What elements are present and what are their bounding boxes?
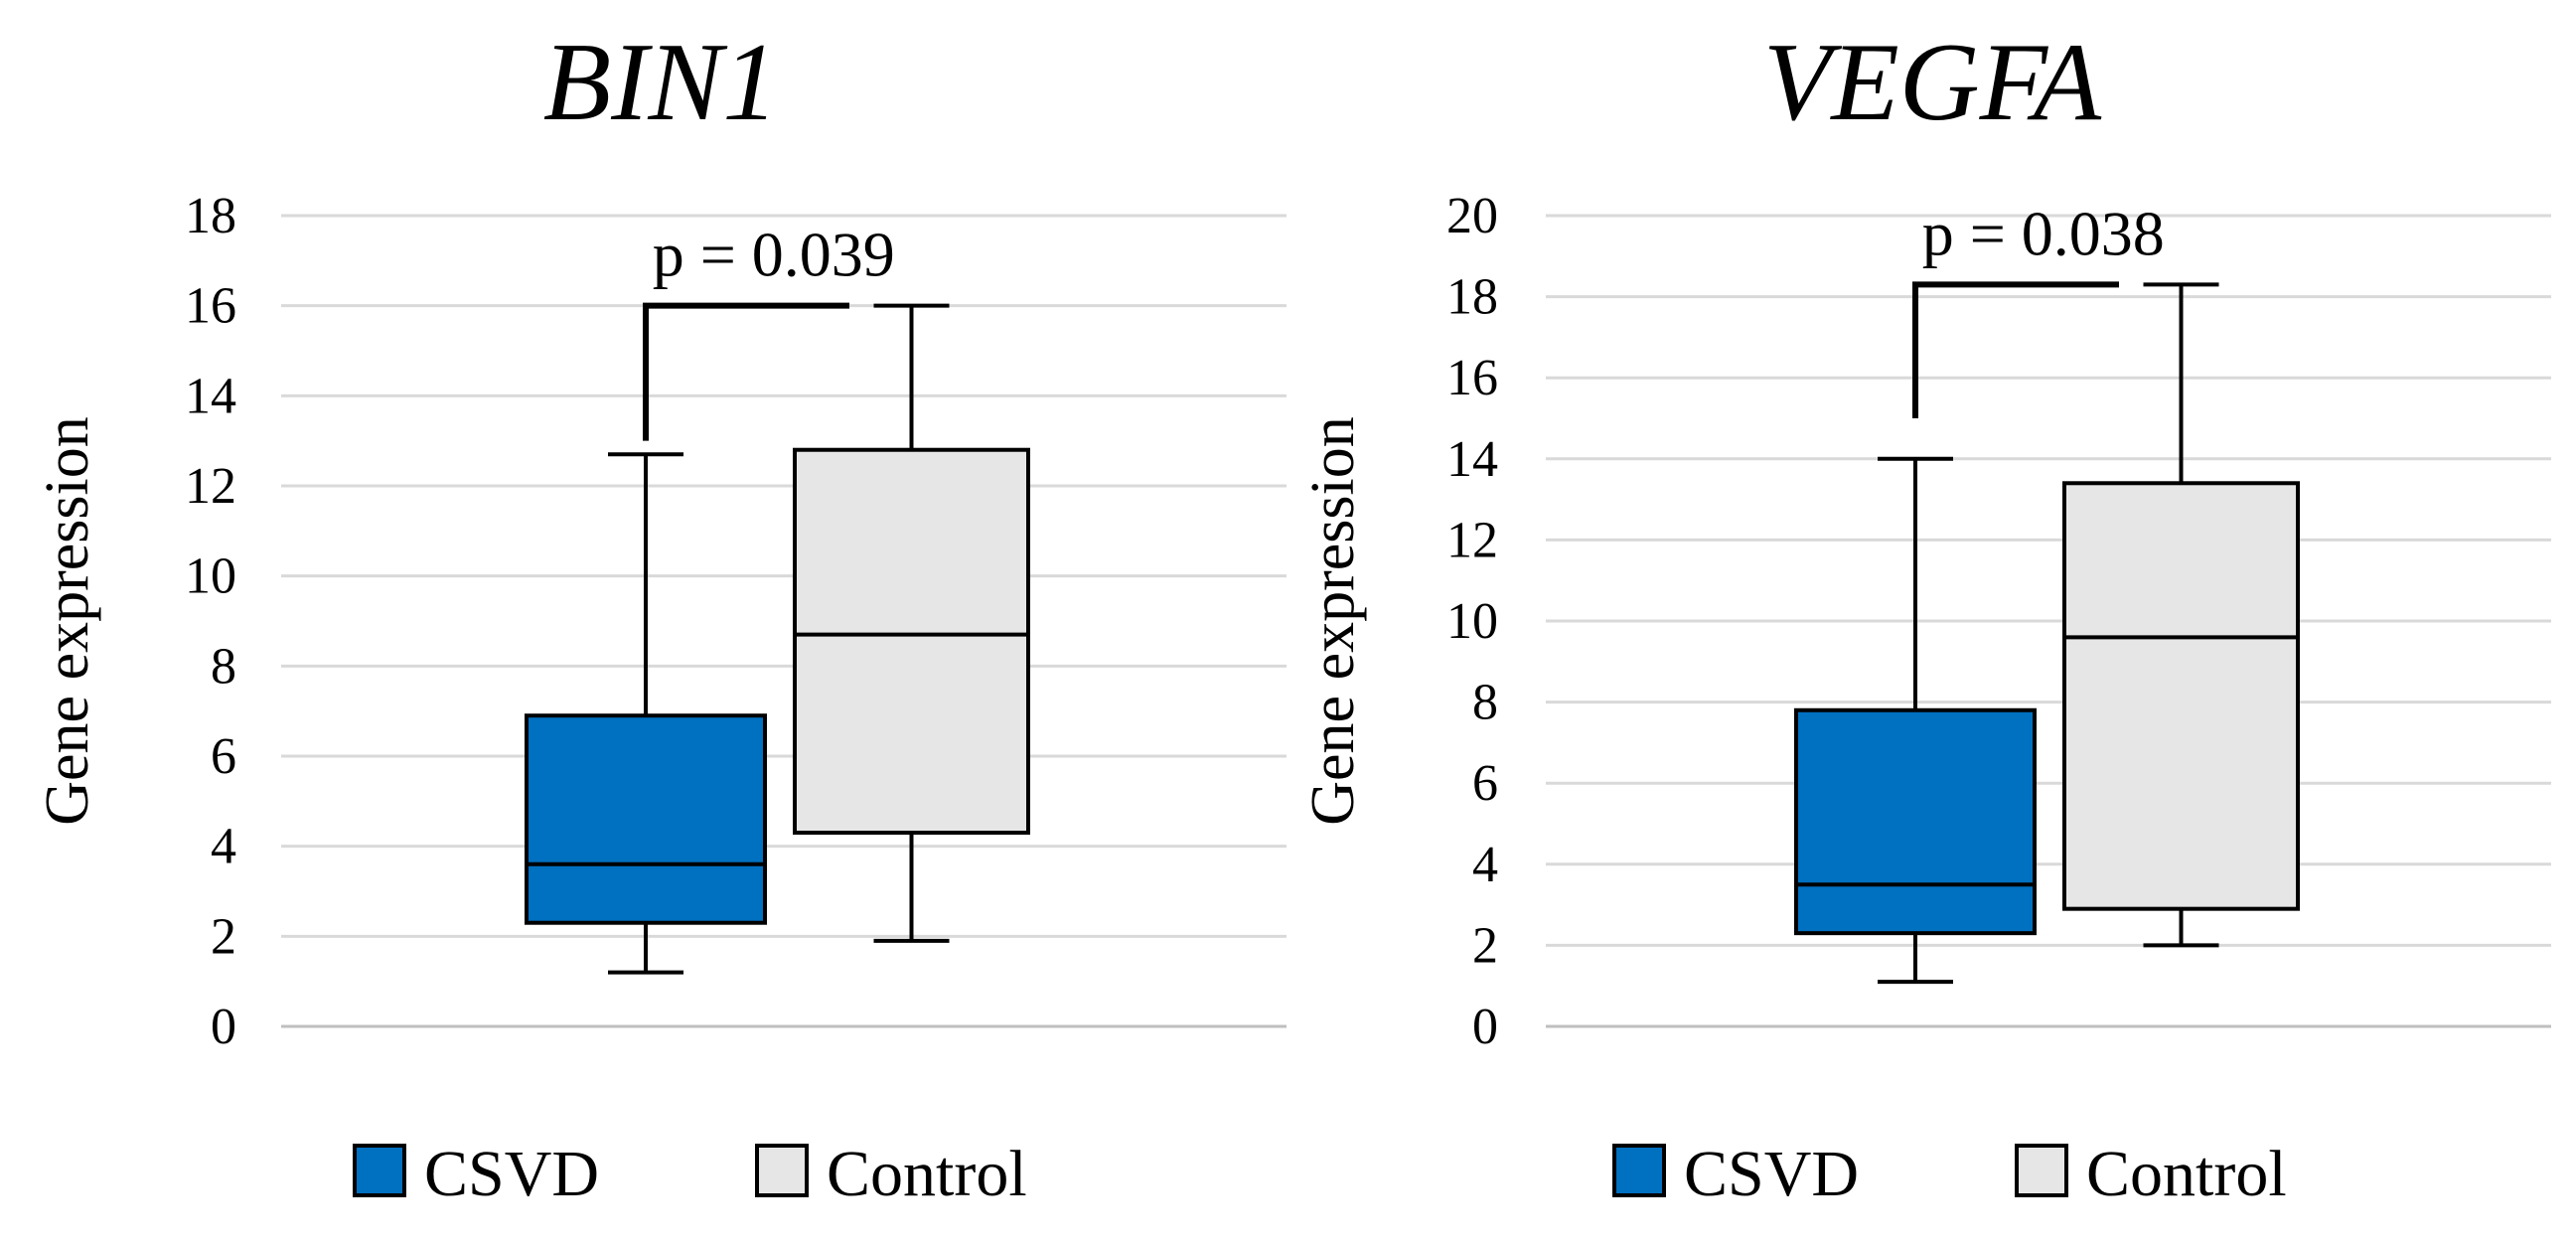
legend-label-control: Control [827,1138,1027,1210]
significance-bracket [1912,281,2119,418]
y-tick-label: 6 [211,728,236,785]
y-tick-label: 6 [1472,755,1498,812]
y-tick-label: 10 [185,548,236,605]
legend-label-control: Control [2086,1138,2287,1210]
y-tick-label: 14 [1446,431,1498,488]
y-tick-label: 16 [185,278,236,335]
legend-swatch-control [2015,1144,2068,1197]
y-tick-label: 18 [185,188,236,244]
y-tick-label: 4 [211,819,236,875]
box-control [2062,481,2300,911]
y-tick-label: 12 [185,458,236,515]
p-value-annotation: p = 0.038 [1922,198,2165,268]
box-csvd [1794,707,2037,936]
y-tick-label: 10 [1446,593,1498,650]
y-tick-label: 0 [211,999,236,1055]
legend-label-csvd: CSVD [424,1138,599,1210]
y-tick-label: 20 [1446,188,1498,244]
legend-swatch-control [755,1144,809,1197]
y-axis-label: Gene expression [1299,416,1367,825]
y-tick-label: 4 [1472,837,1498,893]
y-tick-label: 18 [1446,269,1498,326]
chart-title: VEGFA [1763,21,2102,144]
y-tick-label: 16 [1446,350,1498,406]
box-csvd [525,713,767,925]
legend-label-csvd: CSVD [1684,1138,1859,1210]
y-tick-label: 2 [1472,917,1498,974]
legend-swatch-csvd [1612,1144,1666,1197]
y-tick-label: 14 [185,368,236,424]
y-tick-label: 0 [1472,999,1498,1055]
p-value-annotation: p = 0.039 [653,220,895,290]
y-axis-label: Gene expression [34,416,101,825]
y-tick-label: 8 [211,638,236,695]
chart-title: BIN1 [543,21,778,144]
y-tick-label: 12 [1446,512,1498,568]
y-tick-label: 2 [211,908,236,965]
y-tick-label: 8 [1472,675,1498,731]
box-control [793,447,1030,836]
significance-bracket [643,302,849,441]
legend-swatch-csvd [353,1144,406,1197]
